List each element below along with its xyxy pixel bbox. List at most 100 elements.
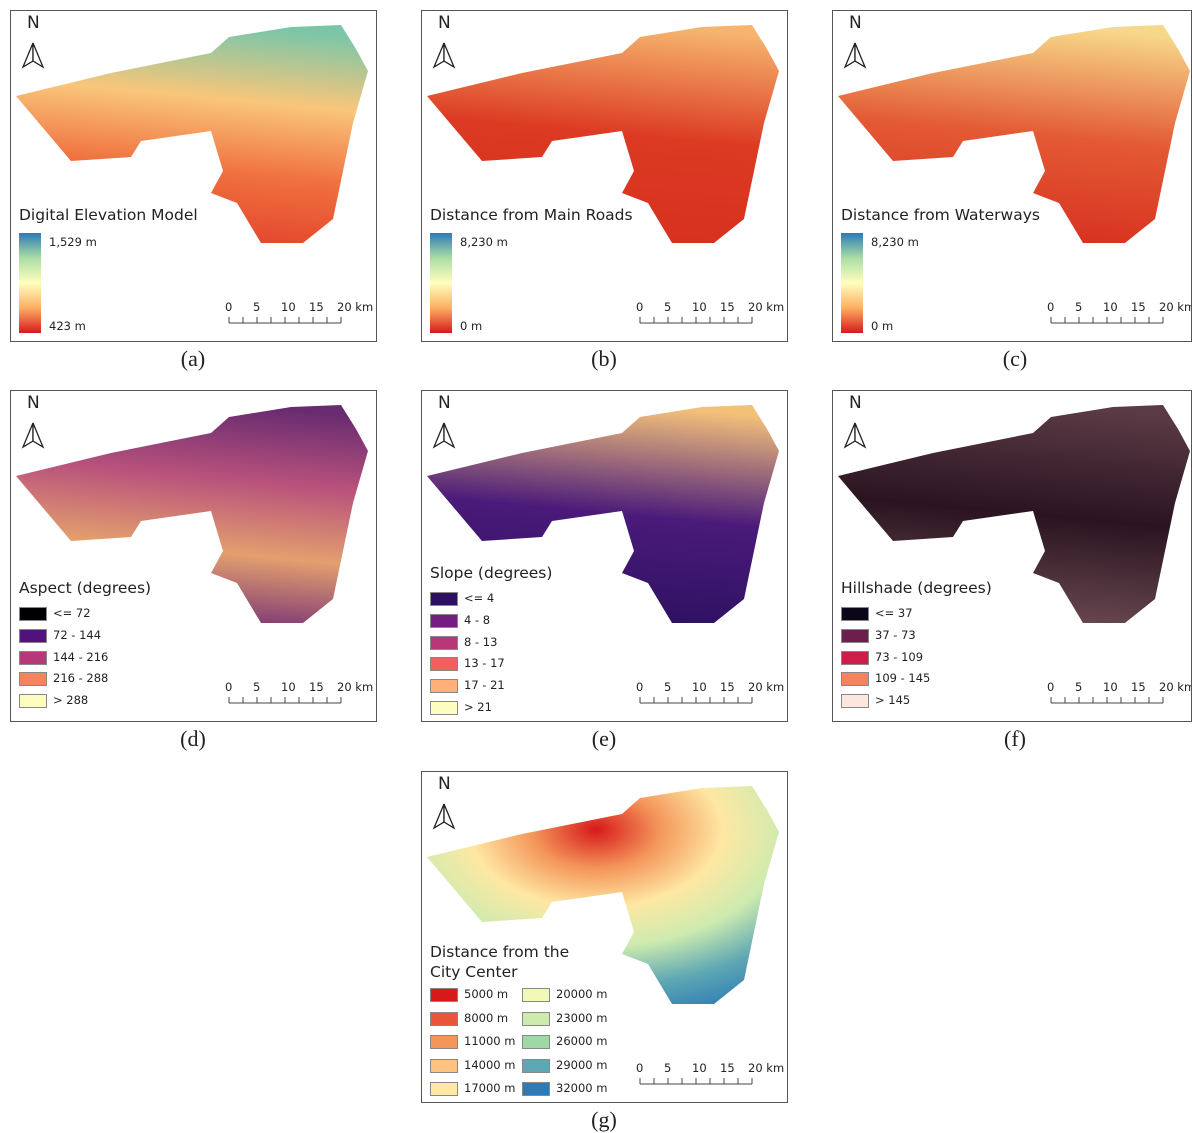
north-arrow: [845, 43, 855, 67]
legend-label: 17000 m: [464, 1081, 515, 1095]
scale-label: 5: [664, 680, 671, 694]
legend-max-label: 1,529 m: [49, 235, 97, 249]
scale-label: 0: [1047, 680, 1054, 694]
legend-label: 17 - 21: [464, 678, 505, 692]
scale-label: 0: [636, 1061, 643, 1075]
scale-label: 5: [664, 300, 671, 314]
north-arrow: [434, 804, 444, 828]
legend-swatch: [841, 607, 869, 621]
legend-swatch: [522, 1082, 550, 1096]
legend-label: <= 4: [464, 591, 494, 605]
legend-swatch: [430, 657, 458, 671]
legend-swatch: [430, 701, 458, 715]
panel-caption: (c): [1003, 346, 1027, 372]
scale-label: 15: [1131, 300, 1146, 314]
legend-label: 29000 m: [556, 1058, 607, 1072]
legend-gradient: [841, 233, 863, 333]
panel-caption: (f): [1004, 726, 1026, 752]
scale-label: 15: [720, 300, 735, 314]
legend-swatch: [19, 651, 47, 665]
scale-label: 15: [309, 300, 324, 314]
north-label: N: [438, 13, 451, 33]
legend-swatch: [430, 1012, 458, 1026]
scale-label: 20 km: [748, 300, 784, 314]
legend-swatch: [841, 629, 869, 643]
legend-label: 14000 m: [464, 1058, 515, 1072]
legend-swatch: [841, 672, 869, 686]
scale-label: 10: [1103, 680, 1118, 694]
legend-swatch: [522, 1035, 550, 1049]
north-arrow: [444, 423, 454, 447]
legend-swatch: [19, 694, 47, 708]
legend-title: Slope (degrees): [430, 564, 552, 582]
panel-caption: (e): [592, 726, 616, 752]
panel-caption: (b): [591, 346, 617, 372]
legend-label: <= 37: [875, 606, 913, 620]
scale-label: 20 km: [748, 680, 784, 694]
legend-label: 11000 m: [464, 1034, 515, 1048]
legend-swatch: [430, 614, 458, 628]
map: [422, 391, 788, 722]
legend-max-label: 8,230 m: [460, 235, 508, 249]
north-label: N: [438, 393, 451, 413]
legend-label: > 145: [875, 693, 910, 707]
scale-label: 15: [720, 680, 735, 694]
map: [833, 11, 1192, 342]
legend-swatch: [430, 1059, 458, 1073]
north-arrow: [444, 43, 454, 67]
scale-label: 0: [636, 680, 643, 694]
scale-label: 0: [225, 300, 232, 314]
legend-title: Aspect (degrees): [19, 579, 151, 597]
north-arrow: [23, 43, 33, 67]
legend-title: Distance from the City Center: [430, 942, 590, 982]
north-label: N: [27, 13, 40, 33]
scale-label: 0: [636, 300, 643, 314]
legend-label: 216 - 288: [53, 671, 108, 685]
legend-swatch: [430, 988, 458, 1002]
legend-gradient: [19, 233, 41, 333]
legend-label: 73 - 109: [875, 650, 923, 664]
legend-title: Distance from Waterways: [841, 206, 1040, 224]
legend-label: 26000 m: [556, 1034, 607, 1048]
scale-label: 5: [664, 1061, 671, 1075]
legend-label: 144 - 216: [53, 650, 108, 664]
legend-swatch: [19, 629, 47, 643]
legend-swatch: [841, 651, 869, 665]
legend-swatch: [430, 679, 458, 693]
north-arrow: [434, 423, 444, 447]
figure: NDigital Elevation Model1,529 m423 m0510…: [0, 0, 1192, 1133]
scale-label: 0: [225, 680, 232, 694]
legend-swatch: [841, 694, 869, 708]
scale-label: 20 km: [1159, 680, 1192, 694]
north-label: N: [438, 774, 451, 794]
legend-max-label: 8,230 m: [871, 235, 919, 249]
legend-swatch: [430, 1082, 458, 1096]
legend-label: <= 72: [53, 606, 91, 620]
north-arrow: [434, 43, 444, 67]
scale-label: 20 km: [748, 1061, 784, 1075]
north-label: N: [27, 393, 40, 413]
map: [422, 772, 788, 1103]
legend-label: 20000 m: [556, 987, 607, 1001]
map: [422, 11, 788, 342]
legend-swatch: [430, 636, 458, 650]
legend-label: 5000 m: [464, 987, 508, 1001]
north-label: N: [849, 393, 862, 413]
scale-label: 20 km: [337, 300, 373, 314]
scale-label: 10: [281, 680, 296, 694]
scale-label: 5: [1075, 300, 1082, 314]
scale-label: 5: [1075, 680, 1082, 694]
scale-label: 10: [281, 300, 296, 314]
legend-title: Hillshade (degrees): [841, 579, 992, 597]
legend-label: > 21: [464, 700, 492, 714]
map: [11, 11, 377, 342]
scale-label: 15: [720, 1061, 735, 1075]
north-arrow: [855, 43, 865, 67]
legend-swatch: [430, 592, 458, 606]
scale-label: 10: [692, 300, 707, 314]
